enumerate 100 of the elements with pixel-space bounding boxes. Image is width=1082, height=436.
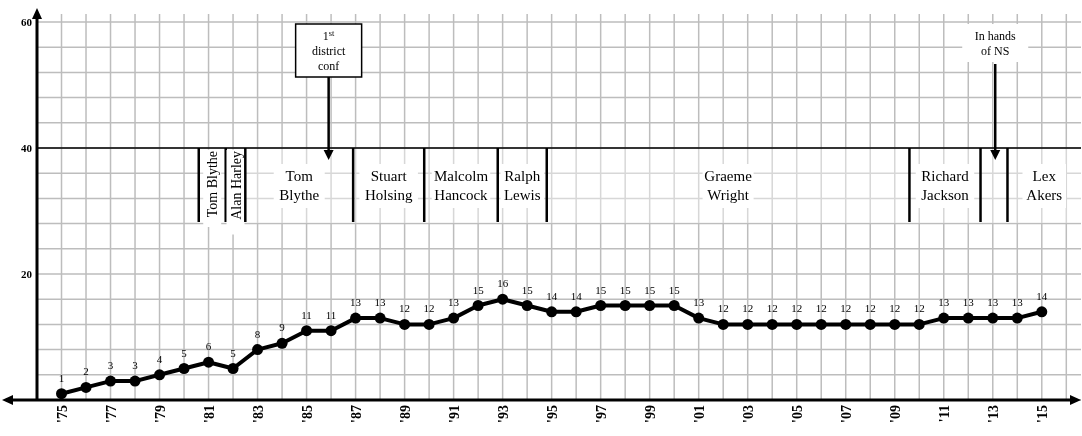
data-label: 15 [472,283,485,296]
x-tick-label: '91 [446,405,462,423]
point [693,312,705,324]
point [203,356,215,368]
point [252,344,264,356]
data-label: 3 [107,359,114,372]
point [227,363,239,374]
data-label: 12 [399,302,411,315]
data-label: 12 [791,302,803,315]
data-label: 4 [156,352,163,365]
x-tick-label: '81 [201,405,217,423]
data-label: 12 [742,302,754,315]
point [178,363,190,374]
data-label: 12 [840,302,852,315]
data-label: 16 [497,277,509,290]
data-label: 13 [987,296,999,309]
x-tick-label: '89 [397,405,413,423]
band-label: Malcolm Hancock [433,168,489,203]
data-label: 15 [521,283,534,296]
point [742,318,754,330]
point [1011,312,1023,324]
band-label: Ralph Lewis [503,168,541,203]
data-label: 12 [766,302,778,315]
x-tick-label: '09 [887,405,903,423]
x-tick-label: '75 [54,405,70,423]
x-tick-label: '13 [985,405,1001,423]
data-label: 13 [962,296,975,309]
y-tick-label: 20 [21,268,33,280]
x-tick-label: '79 [152,405,168,423]
point [521,300,533,311]
x-tick-label: '77 [103,405,119,423]
x-tick-label: '83 [250,405,266,423]
x-tick-label: '05 [789,405,805,423]
point [325,325,337,337]
point [644,300,656,311]
point [864,318,876,330]
data-label: 13 [350,296,362,309]
x-tick-label: '93 [495,405,511,423]
x-tick-label: '87 [348,405,364,423]
data-label: 12 [423,302,435,315]
x-tick-label: '01 [691,405,707,423]
point [962,312,974,324]
data-label: 13 [693,296,705,309]
data-label: 15 [619,283,632,296]
point [423,318,435,330]
x-tick-label: '07 [838,405,854,423]
data-label: 2 [83,365,89,378]
data-label: 14 [570,289,583,302]
point [987,312,999,324]
x-tick-label: '99 [642,405,658,423]
point [766,318,778,330]
annotation: 1$^{st}$ district conf [311,28,346,73]
point [619,300,631,311]
data-label: 5 [230,346,237,359]
x-tick-label: '97 [593,405,609,423]
band-label: Tom Blythe [279,168,320,203]
band-label: Tom Blythe [205,151,221,218]
data-label: 14 [1036,289,1048,302]
band-label: Richard Jackson [921,168,970,203]
band-label: Lex Akers [1026,168,1063,203]
point [1036,306,1048,318]
data-label: 3 [132,359,139,372]
data-label: 11 [325,308,337,321]
point [301,325,313,337]
point [276,337,288,349]
x-tick-label: '11 [936,405,952,423]
point [374,312,386,324]
y-tick-label: 40 [21,142,33,154]
x-tick-label: '03 [740,405,756,423]
x-tick-label: '85 [299,405,315,423]
data-label: 6 [205,340,212,353]
x-tick-label: '15 [1034,405,1050,423]
data-label: 1 [58,371,65,384]
point [129,375,141,387]
data-label: 12 [717,302,729,315]
data-label: 8 [254,327,261,340]
point [791,318,803,330]
point [472,300,484,311]
point [913,318,925,330]
band-label: Stuart Holsing [364,168,413,203]
data-label: 15 [644,283,656,296]
band-label: Graeme Wright [704,168,753,203]
point [80,381,92,393]
x-tick-label: '95 [544,405,560,423]
data-label: 12 [913,302,925,315]
data-label: 12 [815,302,827,315]
point [105,375,117,387]
point [350,312,362,324]
point [399,318,411,330]
point [668,300,680,311]
data-label: 15 [668,283,681,296]
point [546,306,558,318]
point [815,318,827,330]
annotation: In hands of NS [974,29,1017,58]
data-label: 5 [181,346,188,359]
point [717,318,729,330]
data-label: 12 [889,302,901,315]
point [56,388,68,400]
band-label: Alan Harley [228,151,244,220]
point [497,293,509,305]
